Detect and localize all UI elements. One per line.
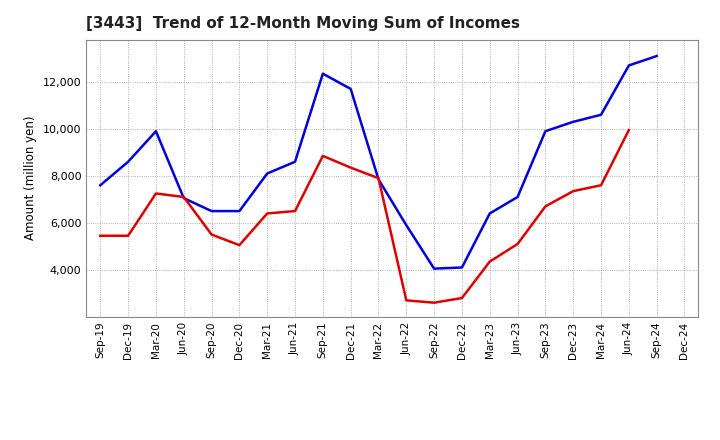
Net Income — [430, 300, 438, 305]
Net Income — [124, 233, 132, 238]
Net Income — [96, 233, 104, 238]
Net Income — [374, 176, 383, 181]
Net Income — [346, 165, 355, 170]
Net Income — [624, 128, 633, 133]
Ordinary Income — [485, 211, 494, 216]
Net Income — [152, 191, 161, 196]
Ordinary Income — [124, 159, 132, 165]
Ordinary Income — [235, 209, 243, 214]
Ordinary Income — [597, 112, 606, 117]
Ordinary Income — [374, 177, 383, 182]
Line: Ordinary Income: Ordinary Income — [100, 56, 657, 269]
Net Income — [541, 204, 550, 209]
Net Income — [513, 241, 522, 246]
Net Income — [569, 188, 577, 194]
Ordinary Income — [513, 194, 522, 200]
Ordinary Income — [291, 159, 300, 165]
Net Income — [458, 295, 467, 301]
Net Income — [485, 259, 494, 264]
Ordinary Income — [96, 183, 104, 188]
Ordinary Income — [346, 86, 355, 92]
Ordinary Income — [458, 265, 467, 270]
Ordinary Income — [569, 119, 577, 125]
Text: [3443]  Trend of 12-Month Moving Sum of Incomes: [3443] Trend of 12-Month Moving Sum of I… — [86, 16, 521, 32]
Ordinary Income — [541, 128, 550, 134]
Ordinary Income — [402, 223, 410, 228]
Net Income — [402, 298, 410, 303]
Ordinary Income — [263, 171, 271, 176]
Ordinary Income — [318, 71, 327, 76]
Ordinary Income — [152, 128, 161, 134]
Net Income — [179, 194, 188, 200]
Net Income — [291, 209, 300, 214]
Net Income — [263, 211, 271, 216]
Y-axis label: Amount (million yen): Amount (million yen) — [24, 116, 37, 240]
Line: Net Income: Net Income — [100, 130, 629, 303]
Net Income — [597, 183, 606, 188]
Net Income — [235, 242, 243, 248]
Net Income — [207, 232, 216, 237]
Net Income — [318, 153, 327, 158]
Ordinary Income — [652, 53, 661, 59]
Ordinary Income — [207, 209, 216, 214]
Ordinary Income — [179, 195, 188, 201]
Ordinary Income — [624, 63, 633, 68]
Ordinary Income — [430, 266, 438, 271]
